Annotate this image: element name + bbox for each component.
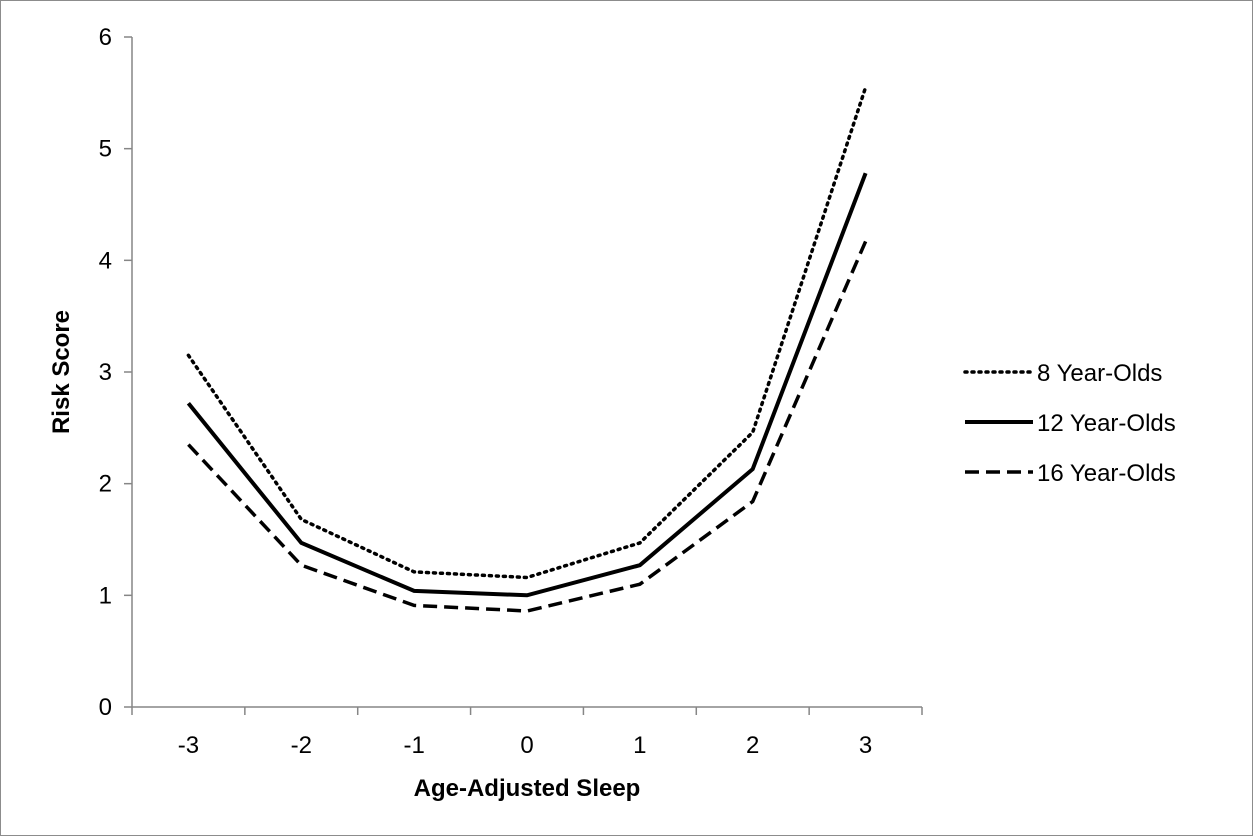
- legend-item: 8 Year-Olds: [963, 360, 1162, 387]
- axes: [131, 37, 922, 708]
- y-tick-label: 6: [99, 24, 112, 51]
- x-tick-label: 2: [746, 732, 759, 759]
- y-tick-label: 1: [99, 582, 112, 609]
- legend-label: 8 Year-Olds: [1037, 360, 1162, 387]
- y-tick-label: 5: [99, 136, 112, 163]
- x-tick-label: -1: [403, 732, 424, 759]
- x-tick-label: 1: [633, 732, 646, 759]
- x-tick-label: -3: [178, 732, 199, 759]
- tick-labels: 0 1 2 3 4 5 6 -3 -2 -1 0 1 2 3: [99, 24, 873, 759]
- legend-item: 16 Year-Olds: [965, 460, 1176, 487]
- legend-label: 12 Year-Olds: [1037, 410, 1176, 437]
- x-axis-title: Age-Adjusted Sleep: [414, 775, 641, 802]
- y-tick-label: 2: [99, 471, 112, 498]
- x-tick-label: -2: [291, 732, 312, 759]
- ticks: [124, 36, 923, 715]
- legend: 8 Year-Olds 12 Year-Olds 16 Year-Olds: [963, 360, 1176, 487]
- y-tick-label: 0: [99, 694, 112, 721]
- y-tick-label: 4: [99, 247, 112, 274]
- y-tick-label: 3: [99, 359, 112, 386]
- series-line-2: [187, 240, 868, 613]
- series-lines: [186, 85, 868, 613]
- x-tick-label: 3: [859, 732, 872, 759]
- series-line-0: [186, 85, 868, 580]
- x-tick-label: 0: [520, 732, 533, 759]
- series-line-1: [186, 172, 868, 598]
- y-axis-title: Risk Score: [48, 310, 75, 434]
- legend-label: 16 Year-Olds: [1037, 460, 1176, 487]
- legend-item: 12 Year-Olds: [965, 410, 1176, 437]
